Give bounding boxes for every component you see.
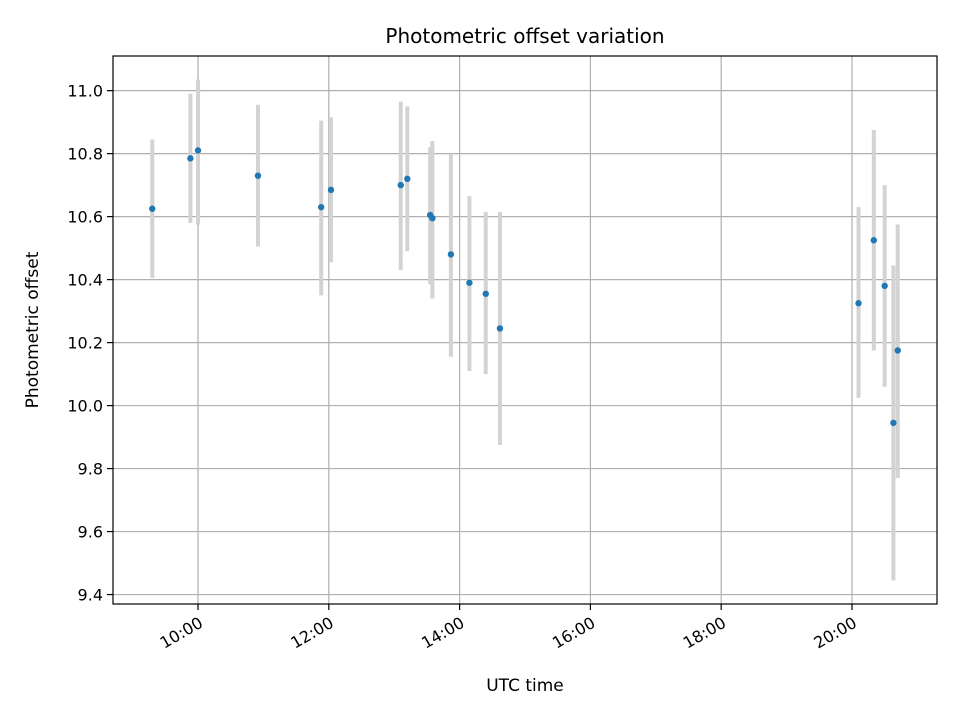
data-point xyxy=(327,186,335,194)
y-tick-label: 10.4 xyxy=(67,271,103,290)
data-point xyxy=(187,155,194,162)
data-point xyxy=(429,214,436,222)
y-tick-label: 10.6 xyxy=(67,208,103,227)
data-point xyxy=(496,325,504,332)
data-point xyxy=(149,205,156,212)
x-axis-label: UTC time xyxy=(486,676,564,696)
data-point xyxy=(894,347,901,354)
data-point xyxy=(890,419,897,427)
y-tick-label: 10.0 xyxy=(67,397,103,416)
data-point xyxy=(881,282,888,290)
data-point xyxy=(397,181,404,189)
y-tick-label: 9.6 xyxy=(78,523,103,542)
data-point xyxy=(870,237,877,244)
data-point xyxy=(254,172,262,179)
y-tick-label: 9.8 xyxy=(78,460,103,479)
data-point xyxy=(194,147,202,154)
y-axis-ticks: 9.4 9.6 9.8 10.0 10.2 10.4 10.6 10.8 11.0 xyxy=(67,82,113,605)
data-point xyxy=(482,290,489,297)
y-axis-label: Photometric offset xyxy=(23,251,43,408)
y-tick-label: 10.2 xyxy=(67,334,103,353)
plot-frame xyxy=(112,55,938,605)
grid-lines xyxy=(113,56,937,604)
data-markers xyxy=(149,147,901,427)
data-point xyxy=(404,175,411,183)
chart-title: Photometric offset variation xyxy=(385,24,664,48)
y-tick-label: 9.4 xyxy=(78,586,103,605)
data-point xyxy=(466,279,473,286)
y-tick-label: 11.0 xyxy=(67,82,103,101)
data-point xyxy=(447,251,455,258)
data-point xyxy=(317,203,325,211)
y-tick-label: 10.8 xyxy=(67,145,103,164)
data-point xyxy=(855,300,862,307)
